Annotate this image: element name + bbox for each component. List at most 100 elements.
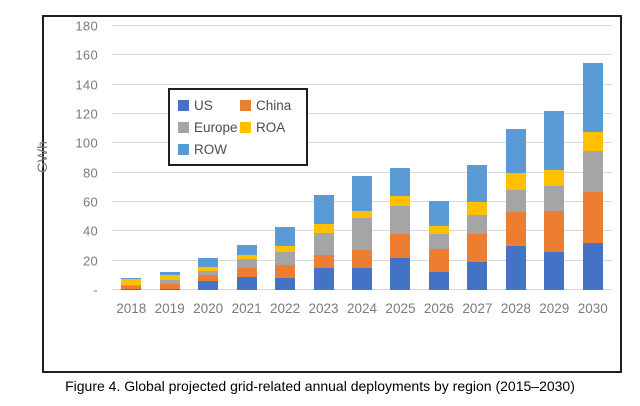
y-tick-label-160: 160: [75, 47, 98, 63]
x-tick-label-2024: 2024: [346, 301, 378, 316]
y-tick-label-180: 180: [75, 18, 98, 34]
chart-legend: US China Europe ROA ROW: [168, 88, 308, 166]
roa-segment-2022: [275, 246, 296, 252]
roa-segment-2028: [505, 172, 526, 191]
gridline-80: [112, 171, 612, 173]
europe-segment-2030: [582, 150, 603, 192]
china-segment-2025: [390, 234, 411, 258]
china-segment-2026: [428, 248, 449, 273]
y-tick-label-100: 100: [75, 135, 98, 151]
x-tick-label-2026: 2026: [423, 301, 454, 316]
gridline-120: [112, 113, 612, 114]
china-segment-2018: [121, 286, 142, 290]
us-segment-2023: [313, 268, 334, 290]
us-segment-2029: [544, 251, 565, 290]
legend-label-us: US: [194, 97, 213, 113]
legend-label-china: China: [256, 97, 292, 113]
bar-2028: [505, 26, 526, 290]
x-tick-label-2020: 2020: [193, 301, 224, 316]
roa-segment-2027: [467, 202, 488, 216]
us-segment-2024: [352, 268, 372, 290]
bar-2024: [352, 26, 372, 290]
roa-segment-2025: [390, 196, 411, 207]
legend-label-roa: ROA: [256, 119, 286, 135]
legend-item-europe: Europe: [178, 117, 240, 137]
us-segment-2028: [505, 246, 526, 290]
europe-segment-2019: [159, 279, 180, 285]
roa-segment-2026: [428, 225, 449, 235]
bar-2023: [313, 26, 334, 290]
y-tick-label-140: 140: [75, 77, 98, 93]
chart-container: GWh -20 40 60 80 100 120 140 160 180 2018 2019 202…: [34, 15, 622, 373]
bar-2025: [390, 26, 411, 290]
legend-swatch-europe: [178, 121, 189, 133]
row-segment-2021: [236, 244, 257, 255]
europe-segment-2027: [467, 215, 488, 235]
x-tick-label-2028: 2028: [500, 301, 531, 316]
us-segment-2018: [121, 289, 142, 290]
legend-swatch-row: [178, 143, 189, 155]
bar-2027: [467, 26, 488, 290]
row-segment-2030: [582, 62, 603, 132]
legend-swatch-us: [178, 99, 189, 111]
plot-area: [112, 25, 612, 290]
bar-2020: [198, 26, 219, 290]
y-tick-label-20: 20: [82, 253, 98, 269]
europe-segment-2029: [544, 185, 565, 211]
bar-2022: [275, 26, 296, 290]
y-axis-tick-labels: - 20 40 60 80 100 120 140 160 180: [44, 19, 104, 298]
row-segment-2022: [275, 226, 296, 247]
roa-segment-2018: [121, 279, 142, 285]
china-segment-2019: [159, 284, 180, 289]
china-segment-2024: [352, 250, 372, 268]
china-segment-2027: [467, 234, 488, 263]
europe-segment-2020: [198, 270, 219, 276]
roa-segment-2023: [313, 224, 334, 233]
roa-segment-2020: [198, 266, 219, 271]
y-tick-label-60: 60: [82, 194, 98, 210]
china-segment-2029: [544, 210, 565, 252]
china-segment-2030: [582, 191, 603, 244]
china-segment-2021: [236, 268, 257, 277]
bar-2026: [428, 26, 449, 290]
y-tick-label-80: 80: [82, 165, 98, 181]
legend-label-row: ROW: [194, 141, 227, 157]
row-segment-2019: [159, 272, 180, 276]
roa-segment-2021: [236, 254, 257, 260]
europe-segment-2022: [275, 251, 296, 266]
roa-segment-2029: [544, 169, 565, 186]
europe-segment-2018: [121, 284, 142, 287]
us-segment-2025: [390, 257, 411, 290]
x-tick-label-2018: 2018: [116, 301, 147, 316]
legend-item-china: China: [240, 95, 300, 115]
bar-2030: [582, 26, 603, 290]
gridline-160: [112, 54, 612, 56]
legend-swatch-roa: [240, 121, 251, 133]
europe-segment-2026: [428, 234, 449, 249]
gridline-100: [112, 142, 612, 144]
us-segment-2021: [236, 276, 257, 290]
row-segment-2025: [390, 168, 411, 197]
row-segment-2026: [428, 200, 449, 226]
china-segment-2022: [275, 265, 296, 279]
x-axis-tick-labels: 2018 2019 2020 2021 2022 2023 2024 2025 2026 2027…: [112, 301, 612, 319]
legend-item-us: US: [178, 95, 240, 115]
figure-caption: Figure 4. Global projected grid-related …: [65, 378, 575, 394]
row-segment-2023: [313, 194, 334, 225]
gridline-180: [112, 25, 612, 26]
us-segment-2022: [275, 278, 296, 290]
y-tick-label-40: 40: [82, 223, 98, 239]
bar-2021: [236, 26, 257, 290]
us-segment-2020: [198, 281, 219, 290]
europe-segment-2024: [352, 218, 372, 251]
us-segment-2019: [159, 288, 180, 290]
row-segment-2020: [198, 257, 219, 267]
bar-2018: [121, 26, 142, 290]
bar-2019: [159, 26, 180, 290]
x-tick-label-2030: 2030: [577, 301, 608, 316]
row-segment-2028: [505, 128, 526, 173]
china-segment-2028: [505, 212, 526, 246]
bar-2029: [544, 26, 565, 290]
y-tick-label-120: 120: [75, 106, 98, 122]
x-tick-label-2021: 2021: [231, 301, 262, 316]
